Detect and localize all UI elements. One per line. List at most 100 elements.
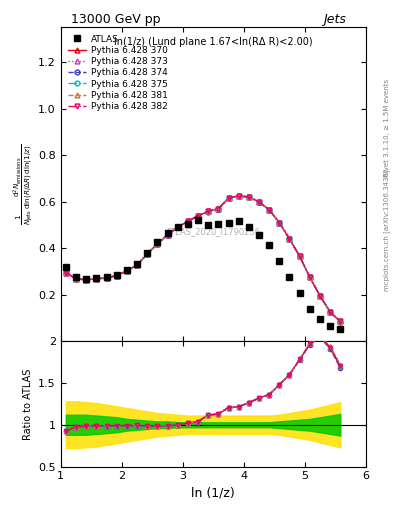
Pythia 6.428 373 — [175, 224, 180, 230]
Pythia 6.428 374 — [64, 270, 68, 276]
Pythia 6.428 373 — [318, 293, 322, 299]
Pythia 6.428 381 — [135, 262, 140, 268]
Pythia 6.428 374 — [236, 193, 241, 199]
Pythia 6.428 382 — [318, 293, 322, 299]
Pythia 6.428 382 — [236, 193, 241, 199]
Pythia 6.428 374 — [196, 213, 200, 219]
ATLAS — [287, 274, 292, 280]
Pythia 6.428 374 — [84, 277, 88, 283]
Y-axis label: $\frac{1}{N_\mathrm{jets}}\frac{\mathrm{d}^2 N_\mathrm{emissions}}{\mathrm{d}\ln: $\frac{1}{N_\mathrm{jets}}\frac{\mathrm{… — [12, 143, 35, 225]
Line: Pythia 6.428 382: Pythia 6.428 382 — [63, 194, 343, 324]
Pythia 6.428 370 — [216, 205, 221, 211]
Pythia 6.428 382 — [277, 220, 282, 226]
Text: ln(1/z) (Lund plane 1.67<ln(RΔ R)<2.00): ln(1/z) (Lund plane 1.67<ln(RΔ R)<2.00) — [114, 37, 312, 47]
Pythia 6.428 381 — [226, 195, 231, 201]
Pythia 6.428 374 — [338, 318, 343, 325]
Line: Pythia 6.428 381: Pythia 6.428 381 — [63, 193, 343, 324]
Pythia 6.428 374 — [165, 232, 170, 238]
Pythia 6.428 373 — [104, 275, 109, 281]
Text: 13000 GeV pp: 13000 GeV pp — [71, 13, 160, 26]
Pythia 6.428 382 — [246, 194, 251, 200]
Pythia 6.428 375 — [114, 272, 119, 279]
Y-axis label: Ratio to ATLAS: Ratio to ATLAS — [23, 368, 33, 439]
Pythia 6.428 370 — [307, 274, 312, 280]
ATLAS — [84, 276, 88, 282]
Pythia 6.428 370 — [74, 276, 79, 282]
Pythia 6.428 370 — [287, 236, 292, 242]
Pythia 6.428 381 — [125, 268, 129, 274]
Pythia 6.428 375 — [165, 231, 170, 238]
Pythia 6.428 374 — [287, 236, 292, 242]
Pythia 6.428 370 — [206, 208, 211, 215]
Pythia 6.428 381 — [155, 241, 160, 247]
Pythia 6.428 382 — [64, 269, 68, 275]
Pythia 6.428 373 — [114, 272, 119, 279]
Pythia 6.428 381 — [84, 276, 88, 283]
Pythia 6.428 381 — [94, 275, 99, 282]
Pythia 6.428 382 — [135, 262, 140, 268]
Pythia 6.428 370 — [246, 194, 251, 200]
Pythia 6.428 375 — [64, 269, 68, 275]
Pythia 6.428 373 — [64, 269, 68, 275]
ATLAS — [94, 275, 99, 281]
Pythia 6.428 381 — [216, 205, 221, 211]
ATLAS — [318, 316, 322, 322]
Pythia 6.428 370 — [277, 220, 282, 226]
Pythia 6.428 381 — [328, 309, 332, 315]
Pythia 6.428 375 — [135, 262, 140, 268]
ATLAS — [125, 267, 129, 273]
Text: Jets: Jets — [323, 13, 346, 26]
Pythia 6.428 373 — [246, 194, 251, 200]
Text: ATLAS_2020_I1790256: ATLAS_2020_I1790256 — [166, 227, 261, 236]
Pythia 6.428 370 — [135, 262, 140, 268]
Pythia 6.428 370 — [338, 318, 343, 325]
Pythia 6.428 375 — [267, 207, 272, 213]
Pythia 6.428 381 — [287, 236, 292, 242]
Pythia 6.428 381 — [318, 292, 322, 298]
Pythia 6.428 373 — [267, 207, 272, 213]
ATLAS — [135, 261, 140, 267]
Pythia 6.428 370 — [94, 276, 99, 282]
Pythia 6.428 370 — [318, 293, 322, 299]
Pythia 6.428 374 — [226, 196, 231, 202]
Pythia 6.428 374 — [185, 219, 190, 225]
ATLAS — [246, 224, 251, 230]
Pythia 6.428 370 — [104, 275, 109, 281]
X-axis label: ln (1/z): ln (1/z) — [191, 487, 235, 500]
ATLAS — [185, 221, 190, 227]
Pythia 6.428 370 — [145, 251, 150, 257]
ATLAS — [145, 250, 150, 256]
Pythia 6.428 374 — [277, 220, 282, 226]
Pythia 6.428 373 — [94, 276, 99, 282]
Pythia 6.428 382 — [307, 274, 312, 280]
Pythia 6.428 382 — [206, 208, 211, 215]
Pythia 6.428 373 — [125, 268, 129, 274]
Pythia 6.428 375 — [246, 194, 251, 200]
Line: Pythia 6.428 373: Pythia 6.428 373 — [63, 194, 343, 324]
Pythia 6.428 381 — [165, 231, 170, 238]
ATLAS — [267, 242, 272, 248]
Pythia 6.428 382 — [104, 275, 109, 281]
ATLAS — [196, 217, 200, 223]
Pythia 6.428 373 — [135, 262, 140, 268]
Line: ATLAS: ATLAS — [63, 218, 343, 332]
Pythia 6.428 373 — [236, 193, 241, 199]
Pythia 6.428 374 — [267, 207, 272, 213]
Pythia 6.428 381 — [236, 193, 241, 199]
Pythia 6.428 375 — [84, 276, 88, 283]
Pythia 6.428 373 — [307, 274, 312, 280]
ATLAS — [165, 230, 170, 236]
Pythia 6.428 370 — [298, 253, 302, 260]
Pythia 6.428 373 — [74, 276, 79, 282]
Pythia 6.428 381 — [246, 194, 251, 200]
Pythia 6.428 370 — [84, 276, 88, 283]
Pythia 6.428 375 — [236, 193, 241, 199]
Pythia 6.428 373 — [328, 309, 332, 315]
Pythia 6.428 382 — [196, 212, 200, 219]
Pythia 6.428 382 — [114, 272, 119, 279]
Pythia 6.428 370 — [328, 309, 332, 315]
Pythia 6.428 370 — [64, 269, 68, 275]
Line: Pythia 6.428 375: Pythia 6.428 375 — [63, 194, 343, 324]
Pythia 6.428 373 — [145, 251, 150, 257]
Pythia 6.428 375 — [206, 208, 211, 215]
